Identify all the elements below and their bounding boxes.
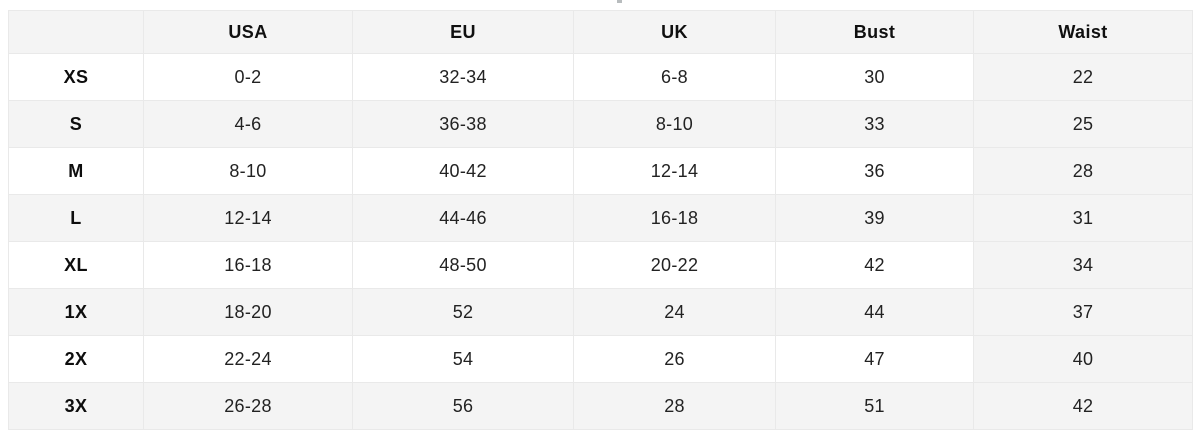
cell-bust: 39 — [775, 194, 974, 242]
cell-bust: 47 — [775, 335, 974, 383]
cell-bust: 36 — [775, 147, 974, 195]
cell-eu: 36-38 — [352, 100, 574, 148]
cell-bust: 42 — [775, 241, 974, 289]
cell-waist: 34 — [973, 241, 1193, 289]
cell-usa: 4-6 — [143, 100, 353, 148]
cell-usa: 12-14 — [143, 194, 353, 242]
cell-size: S — [8, 100, 144, 148]
cell-usa: 22-24 — [143, 335, 353, 383]
cell-eu: 40-42 — [352, 147, 574, 195]
table-row: 1X 18-20 52 24 44 37 — [8, 288, 1193, 336]
cell-uk: 12-14 — [573, 147, 776, 195]
cell-bust: 51 — [775, 382, 974, 430]
table-row: XS 0-2 32-34 6-8 30 22 — [8, 53, 1193, 101]
cell-waist: 28 — [973, 147, 1193, 195]
cell-waist: 40 — [973, 335, 1193, 383]
cell-usa: 18-20 — [143, 288, 353, 336]
cell-usa: 26-28 — [143, 382, 353, 430]
cell-size: 3X — [8, 382, 144, 430]
cell-usa: 8-10 — [143, 147, 353, 195]
cell-uk: 6-8 — [573, 53, 776, 101]
header-row: USA EU UK Bust Waist — [8, 10, 1193, 54]
table-row: 3X 26-28 56 28 51 42 — [8, 382, 1193, 430]
table-header: USA EU UK Bust Waist — [8, 10, 1193, 54]
cell-uk: 28 — [573, 382, 776, 430]
table-row: XL 16-18 48-50 20-22 42 34 — [8, 241, 1193, 289]
table-row: S 4-6 36-38 8-10 33 25 — [8, 100, 1193, 148]
cropped-text-fragment — [617, 0, 622, 3]
cell-size: XS — [8, 53, 144, 101]
cell-bust: 44 — [775, 288, 974, 336]
cell-size: L — [8, 194, 144, 242]
cell-waist: 22 — [973, 53, 1193, 101]
column-header-size — [8, 10, 144, 54]
column-header-eu: EU — [352, 10, 574, 54]
cell-usa: 0-2 — [143, 53, 353, 101]
table-row: L 12-14 44-46 16-18 39 31 — [8, 194, 1193, 242]
table-row: M 8-10 40-42 12-14 36 28 — [8, 147, 1193, 195]
column-header-waist: Waist — [973, 10, 1193, 54]
cell-eu: 32-34 — [352, 53, 574, 101]
cell-size: 1X — [8, 288, 144, 336]
table-row: 2X 22-24 54 26 47 40 — [8, 335, 1193, 383]
cell-uk: 24 — [573, 288, 776, 336]
cell-uk: 26 — [573, 335, 776, 383]
cell-uk: 16-18 — [573, 194, 776, 242]
cell-size: 2X — [8, 335, 144, 383]
size-chart-table: USA EU UK Bust Waist XS 0-2 32-34 6-8 30 22 S 4-6 36… — [8, 10, 1193, 430]
cell-uk: 20-22 — [573, 241, 776, 289]
column-header-usa: USA — [143, 10, 353, 54]
cell-eu: 44-46 — [352, 194, 574, 242]
cell-waist: 42 — [973, 382, 1193, 430]
cell-bust: 30 — [775, 53, 974, 101]
column-header-bust: Bust — [775, 10, 974, 54]
cell-bust: 33 — [775, 100, 974, 148]
cell-size: XL — [8, 241, 144, 289]
cell-eu: 56 — [352, 382, 574, 430]
cell-uk: 8-10 — [573, 100, 776, 148]
cell-eu: 52 — [352, 288, 574, 336]
cell-eu: 54 — [352, 335, 574, 383]
table-body: XS 0-2 32-34 6-8 30 22 S 4-6 36-38 8-10 33 25 M 8-10 4… — [8, 53, 1193, 430]
cell-waist: 37 — [973, 288, 1193, 336]
cell-usa: 16-18 — [143, 241, 353, 289]
column-header-uk: UK — [573, 10, 776, 54]
cell-waist: 31 — [973, 194, 1193, 242]
cell-waist: 25 — [973, 100, 1193, 148]
cell-eu: 48-50 — [352, 241, 574, 289]
cell-size: M — [8, 147, 144, 195]
